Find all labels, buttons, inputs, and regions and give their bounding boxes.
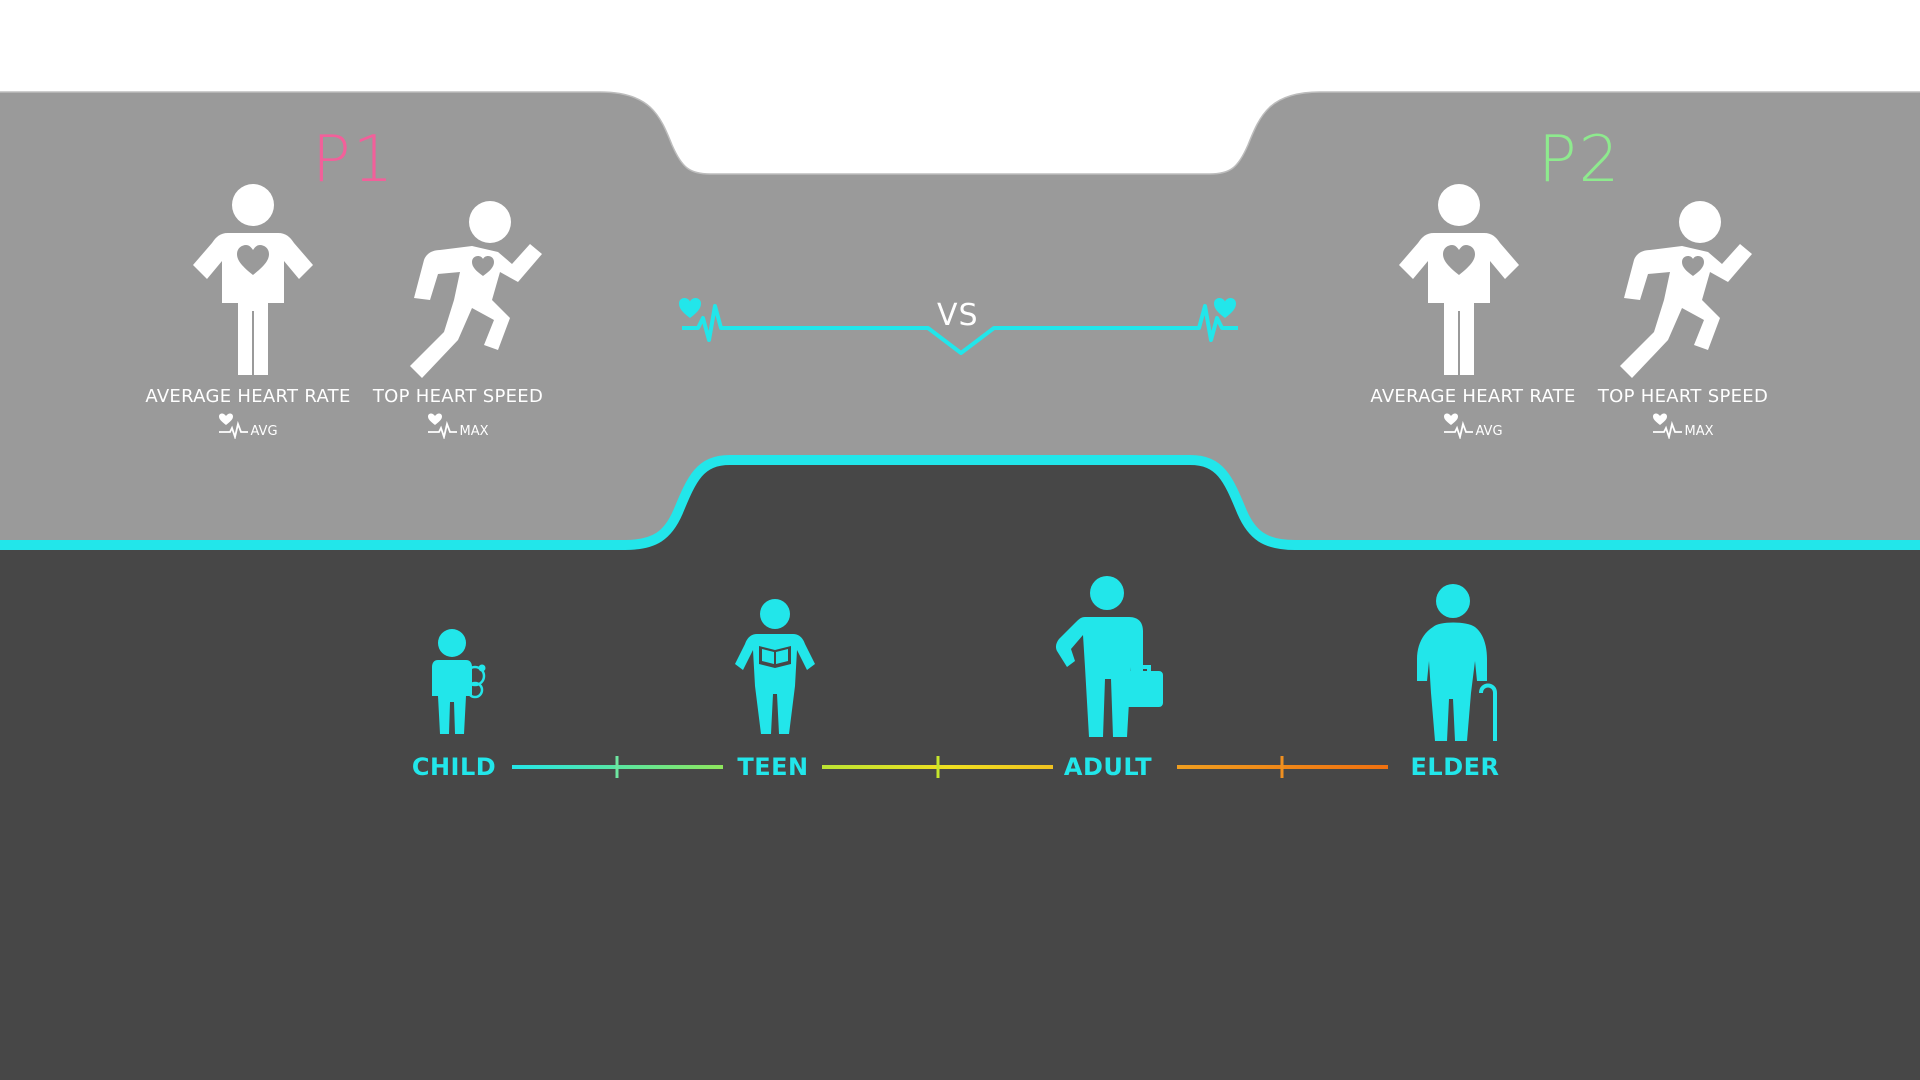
- stat-label: AVERAGE HEART RATE: [1370, 386, 1576, 407]
- badge-text: AVG: [250, 424, 278, 439]
- age-label-elder: ELDER: [1410, 753, 1500, 781]
- divider-line: [0, 455, 1920, 550]
- badge-text: AVG: [1475, 424, 1503, 439]
- pulse-line: [682, 304, 1238, 355]
- standing-heart-icon: [193, 184, 313, 375]
- running-heart-icon: [1620, 201, 1752, 378]
- top-notch-outline: [0, 91, 1920, 175]
- age-label-teen: TEEN: [737, 753, 809, 781]
- age-label-adult: ADULT: [1063, 753, 1153, 781]
- age-scale-line: [512, 756, 1388, 778]
- running-heart-icon: [410, 201, 542, 378]
- versus-text: VS: [937, 298, 979, 333]
- left-heart-icon: [679, 298, 701, 318]
- max-badge: MAX: [427, 413, 489, 439]
- avg-badge: AVG: [1443, 413, 1503, 439]
- player-2-title: P2: [1538, 123, 1622, 197]
- heartbeat-icon: [1653, 413, 1683, 439]
- right-heart-icon: [1214, 298, 1236, 318]
- adult-with-briefcase-icon: [1055, 576, 1163, 737]
- p2-top-heart-speed: TOP HEART SPEED MAX: [1578, 386, 1788, 443]
- bottom-panel: [0, 460, 1920, 1080]
- standing-heart-icon: [1399, 184, 1519, 375]
- heartbeat-icon: [1444, 413, 1474, 439]
- teddy-bear: [464, 664, 486, 699]
- versus-heartbeat-line: [679, 298, 1238, 355]
- stat-label: TOP HEART SPEED: [1597, 386, 1769, 407]
- badge-text: MAX: [1684, 424, 1714, 439]
- heartbeat-icon: [428, 413, 458, 439]
- stat-label: AVERAGE HEART RATE: [145, 386, 351, 407]
- elder-with-cane-icon: [1417, 584, 1497, 741]
- avg-badge: AVG: [218, 413, 278, 439]
- teen-with-book-icon: [735, 599, 815, 734]
- max-badge: MAX: [1652, 413, 1714, 439]
- stat-label: TOP HEART SPEED: [372, 386, 544, 407]
- child-with-teddy-icon: [432, 629, 486, 734]
- p1-top-heart-speed: TOP HEART SPEED MAX: [353, 386, 563, 443]
- badge-text: MAX: [459, 424, 489, 439]
- player-1-title: P1: [312, 123, 396, 197]
- age-label-child: CHILD: [411, 753, 497, 781]
- p1-average-heart-rate: AVERAGE HEART RATE AVG: [143, 386, 353, 443]
- p2-average-heart-rate: AVERAGE HEART RATE AVG: [1368, 386, 1578, 443]
- heartbeat-icon: [219, 413, 249, 439]
